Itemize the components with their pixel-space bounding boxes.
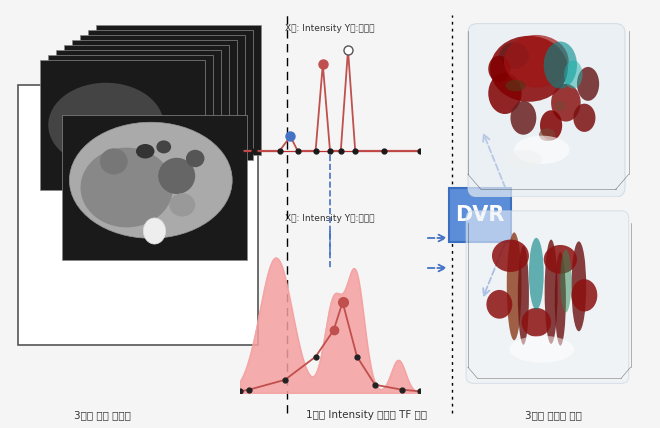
Ellipse shape	[488, 56, 510, 82]
Ellipse shape	[56, 78, 172, 162]
Ellipse shape	[48, 83, 164, 167]
Ellipse shape	[81, 63, 196, 147]
Ellipse shape	[72, 68, 187, 152]
Text: 3차원 볼륨 데이터: 3차원 볼륨 데이터	[74, 410, 131, 420]
Bar	[48, 55, 213, 185]
Ellipse shape	[514, 136, 570, 164]
Ellipse shape	[539, 128, 555, 141]
Bar	[80, 35, 245, 165]
Ellipse shape	[490, 36, 568, 102]
Ellipse shape	[506, 80, 526, 91]
Ellipse shape	[555, 252, 566, 346]
Text: X축: Intensity Y축:두명도: X축: Intensity Y축:두명도	[285, 214, 375, 223]
Ellipse shape	[554, 101, 566, 111]
Ellipse shape	[505, 150, 542, 169]
Text: 3차원 시각화 결과: 3차원 시각화 결과	[525, 410, 581, 420]
Ellipse shape	[136, 144, 154, 158]
Ellipse shape	[529, 238, 544, 310]
Ellipse shape	[100, 149, 127, 175]
Ellipse shape	[551, 84, 581, 122]
FancyBboxPatch shape	[466, 211, 629, 383]
FancyBboxPatch shape	[449, 188, 511, 242]
Ellipse shape	[96, 53, 212, 137]
Bar	[56, 50, 221, 180]
Ellipse shape	[486, 290, 512, 319]
Ellipse shape	[492, 240, 529, 272]
Ellipse shape	[104, 48, 220, 132]
Text: X축: Intensity Y축:두명도: X축: Intensity Y축:두명도	[285, 24, 375, 33]
Ellipse shape	[574, 104, 595, 132]
Text: 1차원 Intensity 기반의 TF 정의: 1차원 Intensity 기반의 TF 정의	[306, 410, 427, 420]
Bar	[64, 45, 229, 175]
Bar	[96, 25, 261, 155]
Ellipse shape	[158, 158, 195, 194]
Bar	[40, 60, 205, 190]
Ellipse shape	[88, 58, 204, 142]
Ellipse shape	[540, 110, 562, 140]
Ellipse shape	[507, 232, 521, 340]
Ellipse shape	[510, 336, 574, 363]
Ellipse shape	[500, 42, 529, 69]
FancyBboxPatch shape	[468, 24, 625, 197]
Text: DVR: DVR	[455, 205, 505, 225]
Ellipse shape	[518, 246, 529, 345]
Ellipse shape	[504, 35, 569, 88]
Ellipse shape	[544, 245, 577, 274]
Ellipse shape	[186, 150, 205, 167]
Ellipse shape	[510, 101, 537, 135]
Ellipse shape	[577, 67, 599, 101]
Ellipse shape	[564, 60, 583, 89]
Ellipse shape	[81, 148, 173, 227]
Bar	[18, 85, 258, 345]
Ellipse shape	[488, 73, 521, 114]
Ellipse shape	[544, 42, 577, 89]
Ellipse shape	[156, 140, 171, 153]
Ellipse shape	[560, 250, 572, 312]
Ellipse shape	[521, 308, 551, 337]
Bar	[62, 115, 247, 260]
Ellipse shape	[170, 193, 195, 217]
Ellipse shape	[143, 218, 166, 244]
Ellipse shape	[64, 73, 180, 157]
Bar	[88, 30, 253, 160]
Ellipse shape	[572, 279, 597, 312]
Ellipse shape	[544, 240, 558, 344]
Ellipse shape	[572, 241, 586, 331]
Ellipse shape	[69, 122, 232, 238]
Bar	[72, 40, 237, 170]
